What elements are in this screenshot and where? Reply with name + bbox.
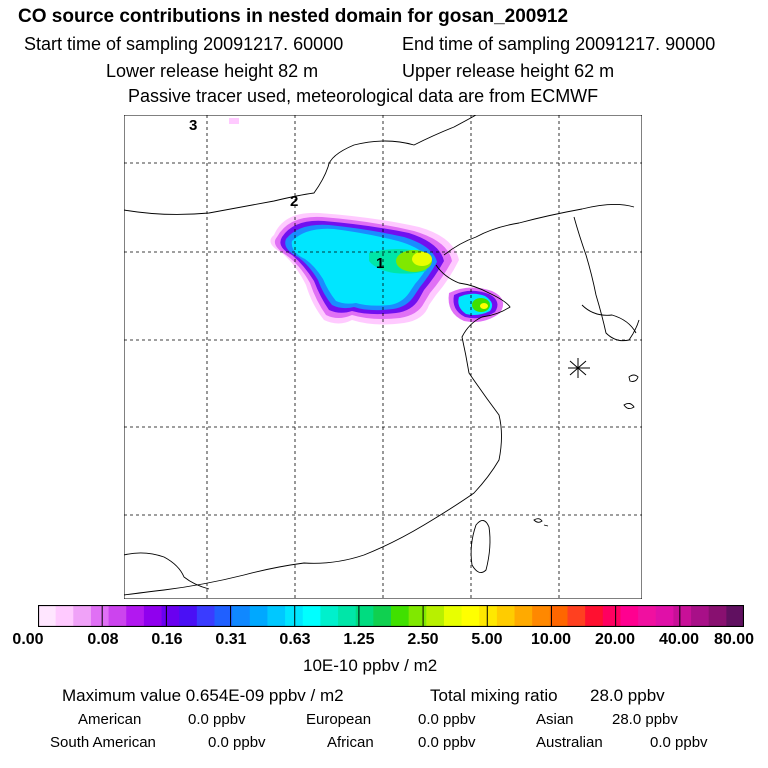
region-name: Australian [536,734,603,751]
color-scale-bar [38,605,744,627]
colorbar-segment [143,605,163,627]
colorbar-segment [638,605,657,627]
region-value: 0.0 ppbv [418,734,476,751]
colorbar-segment [196,605,215,627]
region-name: South American [50,734,156,751]
maximum-value: Maximum value 0.654E-09 ppbv / m2 [62,686,344,705]
colorbar-segment [549,605,568,627]
colorbar-tick: 10.00 [530,631,572,648]
colorbar-segment [90,605,110,627]
colorbar-tick: 5.00 [471,631,503,648]
colorbar-segment [391,605,410,627]
region-value: 28.0 ppbv [612,711,678,728]
colorbar-segment [514,605,533,627]
colorbar-segment [479,605,498,627]
region-name: Asian [536,711,574,728]
region-value: 0.0 ppbv [650,734,708,751]
region-name: European [306,711,372,728]
colorbar-segment [585,605,604,627]
plume-fragment [229,118,239,124]
colorbar-segment [267,605,286,627]
start-time: Start time of sampling 20091217. 60000 [24,34,344,54]
colorbar-segment [691,605,710,627]
colorbar-border [38,605,744,627]
tracer-note: Passive tracer used, meteorological data… [128,86,599,106]
colorbar-tick: 1.25 [343,631,375,648]
lower-release-height: Lower release height 82 m [106,61,319,81]
trajectory-label-3: 3 [189,117,197,134]
colorbar-segment [338,605,357,627]
colorbar-segment [355,605,374,627]
colorbar-segment [726,605,744,627]
colorbar-segment [55,605,74,627]
colorbar-tick: 0.31 [215,631,247,648]
colorbar-segment [214,605,233,627]
colorbar-segment [602,605,621,627]
colorbar-segment [708,605,727,627]
lat-lon-grid [124,115,642,599]
colorbar-segment [620,605,639,627]
region-value: 0.0 ppbv [208,734,266,751]
colorbar-segment [38,605,57,627]
region-name: American [78,711,142,728]
colorbar-tick: 80.00 [713,631,755,648]
colorbar-segment [373,605,392,627]
colorbar-tick: 0.00 [12,631,44,648]
colorbar-segment [567,605,586,627]
map-panel: 1 2 3 [124,115,642,599]
colorbar-segment [126,605,145,627]
colorbar-segment [461,605,480,627]
colorbar-segment [320,605,339,627]
receptor-star-marker [568,358,590,378]
colorbar-segment [673,605,692,627]
colorbar-tick: 0.08 [87,631,119,648]
plot-title: CO source contributions in nested domain… [18,6,569,27]
colorbar-tick: 20.00 [594,631,636,648]
trajectory-label-1: 1 [376,255,384,272]
region-name: African [327,734,374,751]
colorbar-segment [655,605,674,627]
colorbar-tick: 2.50 [407,631,439,648]
total-mixing-ratio-value: 28.0 ppbv [590,686,665,705]
colorbar-segment [249,605,268,627]
colorbar-segment [302,605,321,627]
colorbar-segment [426,605,445,627]
colorbar-segment [532,605,551,627]
colorbar-segment [232,605,251,627]
total-mixing-ratio-label: Total mixing ratio [430,686,558,705]
colorbar-segment [73,605,92,627]
region-value: 0.0 ppbv [188,711,246,728]
upper-release-height: Upper release height 62 m [402,61,615,81]
colorbar-segment [285,605,304,627]
colorbar-tick: 0.63 [279,631,311,648]
colorbar-segment [108,605,127,627]
colorbar-segment [161,605,180,627]
concentration-plume [270,212,504,325]
colorbar-tick: 0.16 [151,631,183,648]
region-value: 0.0 ppbv [418,711,476,728]
colorbar-unit: 10E-10 ppbv / m2 [303,656,438,675]
colorbar-segment [408,605,427,627]
colorbar-segment [496,605,516,627]
colorbar-segment [443,605,463,627]
colorbar-tick: 40.00 [658,631,700,648]
end-time: End time of sampling 20091217. 90000 [402,34,716,54]
trajectory-label-2: 2 [290,193,298,210]
colorbar-segment [179,605,198,627]
